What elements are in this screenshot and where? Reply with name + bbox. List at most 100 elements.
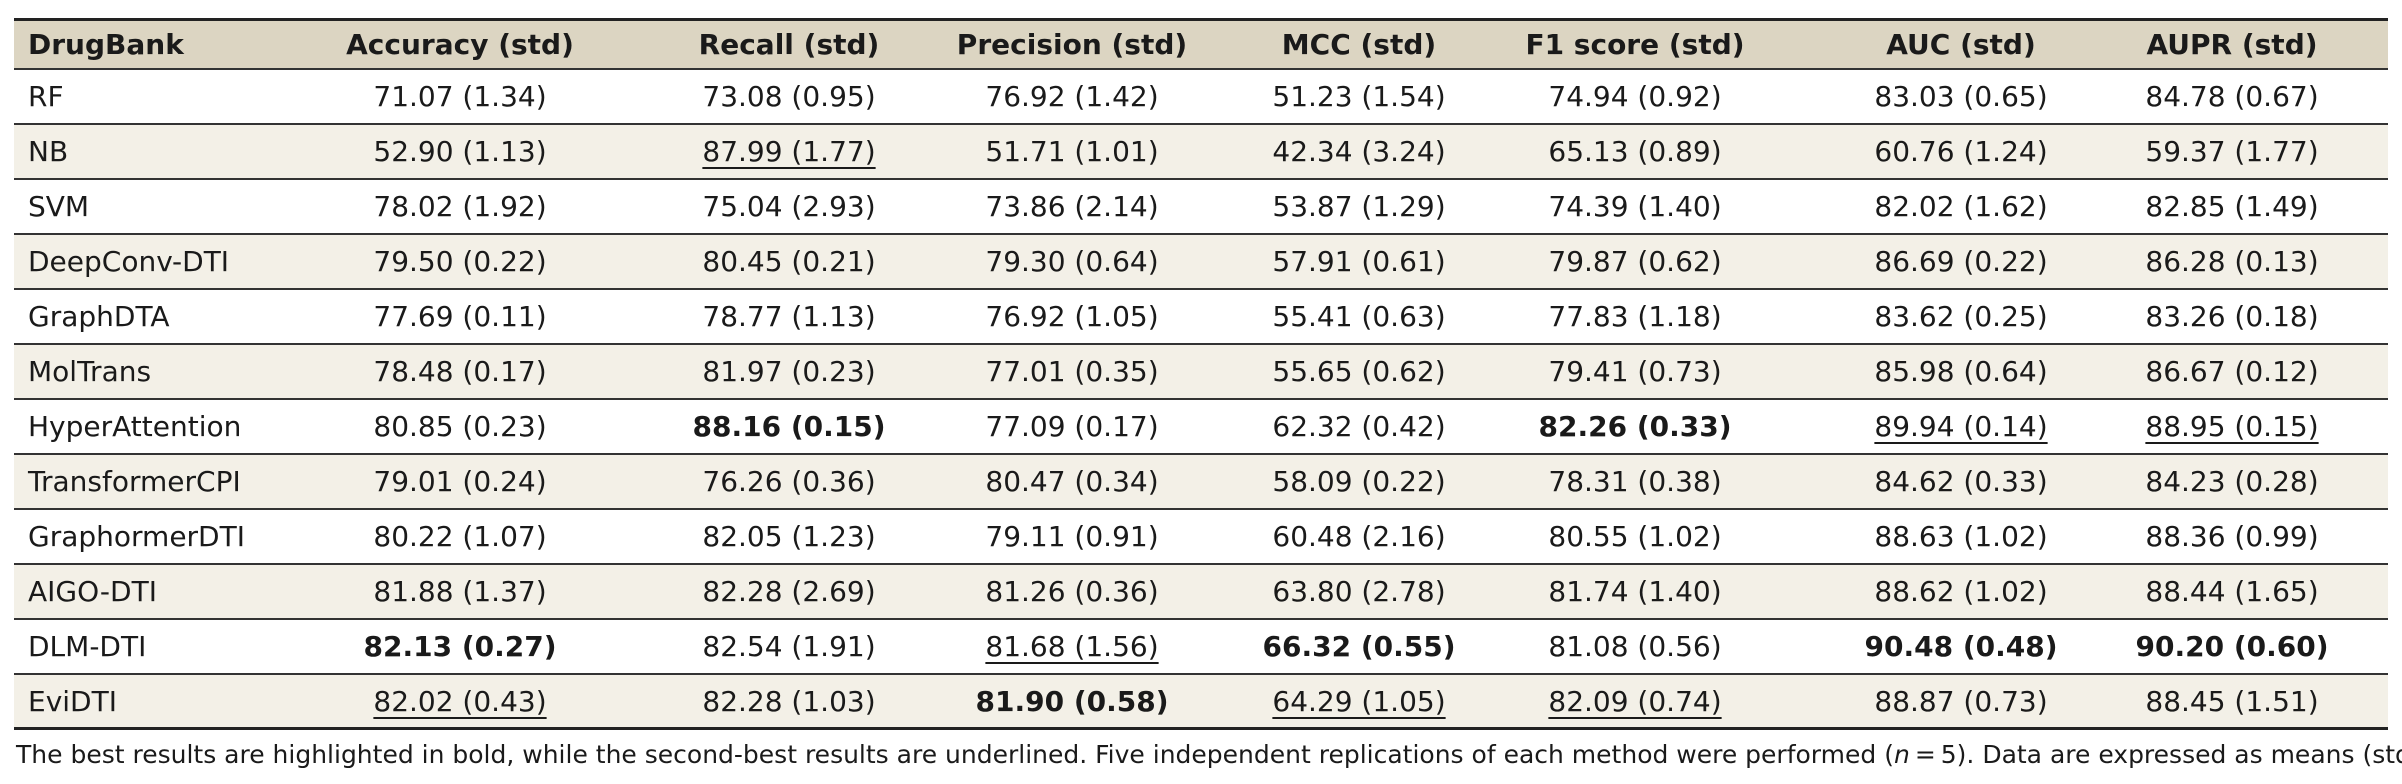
cell-text: 74.94 (0.92) [1548,80,1722,113]
table-cell: NB [28,125,68,178]
table-cell: 79.50 (0.22) [310,235,610,288]
table-cell: 55.41 (0.63) [1209,290,1509,343]
cell-text: 80.85 (0.23) [373,410,547,443]
table-cell: 86.67 (0.12) [2082,345,2382,398]
table-cell: 83.03 (0.65) [1811,70,2111,123]
cell-text: DrugBank [28,28,184,61]
cell-text: Recall (std) [698,28,880,61]
table-cell: 84.78 (0.67) [2082,70,2382,123]
header-cell: MCC (std) [1209,21,1509,68]
table-cell: 81.26 (0.36) [922,565,1222,618]
table-cell: 78.77 (1.13) [639,290,939,343]
table-cell: 76.26 (0.36) [639,455,939,508]
cell-text: 86.69 (0.22) [1874,245,2048,278]
table-cell: 64.29 (1.05) [1209,675,1509,727]
cell-text: 60.76 (1.24) [1874,135,2048,168]
cell-text: 88.87 (0.73) [1874,684,2048,718]
cell-text: 77.83 (1.18) [1548,300,1722,333]
cell-text: 73.86 (2.14) [985,190,1159,223]
table-row: TransformerCPI 79.01 (0.24) 76.26 (0.36) 80… [14,455,2388,510]
table-cell: 62.32 (0.42) [1209,400,1509,453]
table-cell: DeepConv-DTI [28,235,229,288]
cell-text: HyperAttention [28,410,242,443]
table-row: DeepConv-DTI 79.50 (0.22) 80.45 (0.21) 79.3… [14,235,2388,290]
table-cell: 80.55 (1.02) [1485,510,1785,563]
cell-text: 79.11 (0.91) [985,520,1159,553]
table-cell: 77.69 (0.11) [310,290,610,343]
cell-text: 86.67 (0.12) [2145,355,2319,388]
cell-text: 81.08 (0.56) [1548,630,1722,663]
cell-text: DeepConv-DTI [28,245,230,278]
cell-text: 51.71 (1.01) [985,135,1159,168]
cell-text: 71.07 (1.34) [373,80,547,113]
table-cell: 88.16 (0.15) [639,400,939,453]
table-cell: 82.05 (1.23) [639,510,939,563]
cell-text: 82.02 (0.43) [373,684,547,718]
table-cell: HyperAttention [28,400,241,453]
cell-text: 65.13 (0.89) [1548,135,1722,168]
cell-text: 81.90 (0.58) [975,684,1169,718]
cell-text: 82.85 (1.49) [2145,190,2319,223]
table-cell: 84.23 (0.28) [2082,455,2382,508]
table-cell: 81.08 (0.56) [1485,620,1785,673]
table-cell: 74.94 (0.92) [1485,70,1785,123]
cell-text: 82.13 (0.27) [363,630,557,663]
cell-text: 81.68 (1.56) [985,630,1159,663]
cell-text: 64.29 (1.05) [1272,684,1446,718]
table-cell: 51.23 (1.54) [1209,70,1509,123]
cell-text: 76.92 (1.05) [985,300,1159,333]
cell-text: 81.26 (0.36) [985,575,1159,608]
table-cell: 82.09 (0.74) [1485,675,1785,727]
cell-text: GraphormerDTI [28,520,245,553]
cell-text: 88.62 (1.02) [1874,575,2048,608]
table-cell: DLM-DTI [28,620,146,673]
table-cell: 81.88 (1.37) [310,565,610,618]
cell-text: 78.31 (0.38) [1548,465,1722,498]
table-cell: 88.44 (1.65) [2082,565,2382,618]
cell-text: RF [28,80,64,113]
cell-text: TransformerCPI [28,465,241,498]
cell-text: 79.50 (0.22) [373,245,547,278]
table-cell: 88.87 (0.73) [1811,675,2111,727]
cell-text: 81.97 (0.23) [702,355,876,388]
table-cell: 81.90 (0.58) [922,675,1222,727]
cell-text: 82.54 (1.91) [702,630,876,663]
footnote: The best results are highlighted in bold… [16,740,2402,769]
table-row: AIGO-DTI 81.88 (1.37) 82.28 (2.69) 81.26 (0… [14,565,2388,620]
table-cell: 88.45 (1.51) [2082,675,2382,727]
cell-text: AUC (std) [1886,28,2036,61]
table-cell: 71.07 (1.34) [310,70,610,123]
cell-text: 84.23 (0.28) [2145,465,2319,498]
table-cell: 79.11 (0.91) [922,510,1222,563]
table-cell: 88.36 (0.99) [2082,510,2382,563]
cell-text: 83.62 (0.25) [1874,300,2048,333]
table-cell: 90.48 (0.48) [1811,620,2111,673]
table-cell: 82.28 (1.03) [639,675,939,727]
cell-text: 79.01 (0.24) [373,465,547,498]
table-cell: 75.04 (2.93) [639,180,939,233]
table-cell: 79.87 (0.62) [1485,235,1785,288]
table-cell: AIGO-DTI [28,565,157,618]
cell-text: 59.37 (1.77) [2145,135,2319,168]
cell-text: 82.28 (2.69) [702,575,876,608]
table-cell: 79.01 (0.24) [310,455,610,508]
table-cell: 82.28 (2.69) [639,565,939,618]
table-cell: 51.71 (1.01) [922,125,1222,178]
table-cell: 80.85 (0.23) [310,400,610,453]
cell-text: 74.39 (1.40) [1548,190,1722,223]
table-cell: 88.62 (1.02) [1811,565,2111,618]
cell-text: MolTrans [28,355,152,388]
cell-text: 52.90 (1.13) [373,135,547,168]
table-cell: 82.26 (0.33) [1485,400,1785,453]
table-cell: 73.08 (0.95) [639,70,939,123]
cell-text: 42.34 (3.24) [1272,135,1446,168]
footnote-text: The best results are highlighted in bold… [16,740,1894,769]
cell-text: NB [28,135,69,168]
table-cell: 88.95 (0.15) [2082,400,2382,453]
cell-text: 78.77 (1.13) [702,300,876,333]
table-row: DLM-DTI 82.13 (0.27) 82.54 (1.91) 81.68 (1.… [14,620,2388,675]
table-cell: 87.99 (1.77) [639,125,939,178]
table-cell: 76.92 (1.05) [922,290,1222,343]
table-cell: SVM [28,180,89,233]
